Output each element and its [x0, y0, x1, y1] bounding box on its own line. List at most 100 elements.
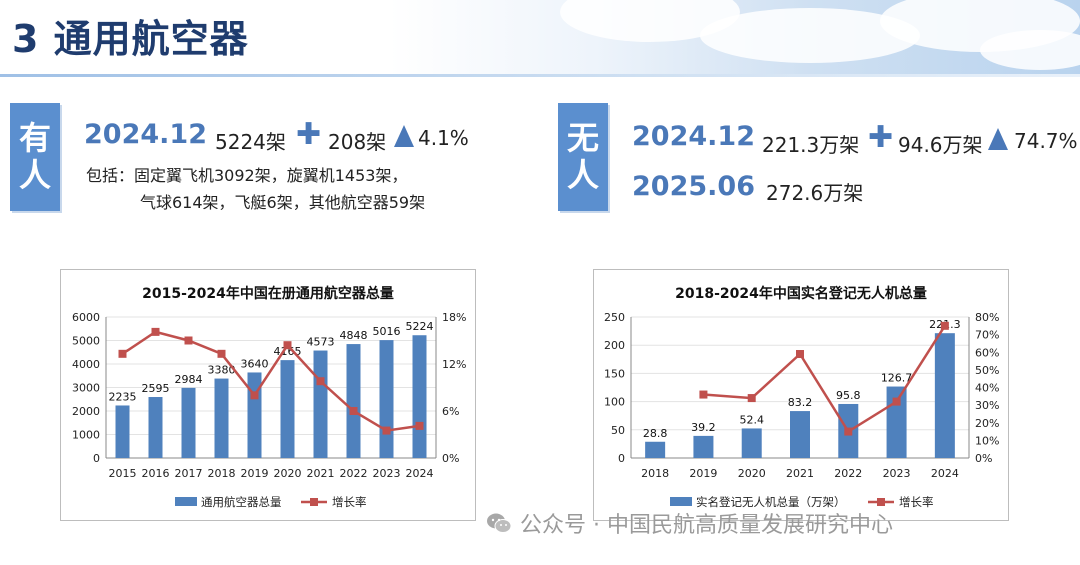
bar	[790, 411, 810, 458]
y-tick-label: 200	[604, 339, 625, 352]
growth-point	[217, 349, 226, 358]
y2-tick-label: 30%	[975, 399, 999, 412]
cloud-decoration	[980, 30, 1080, 70]
bar-data-label: 52.4	[739, 413, 764, 426]
unmanned-tag-char: 人	[566, 156, 599, 194]
y-tick-label: 0	[618, 452, 625, 465]
growth-point	[844, 427, 853, 436]
legend-label: 增长率	[332, 495, 367, 509]
bar-data-label: 83.2	[788, 396, 813, 409]
growth-point	[796, 350, 804, 359]
legend-label: 增长率	[899, 495, 934, 509]
watermark: 公众号 · 中国民航高质量发展研究中心	[486, 507, 893, 539]
y-tick-label: 6000	[72, 311, 100, 324]
plus-icon: ✚	[296, 117, 322, 152]
y2-tick-label: 70%	[975, 329, 999, 342]
chart-general-aviation: 2015-2024年中国在册通用航空器总量 0 1000 2000 3000 4000 5…	[60, 269, 476, 521]
manned-breakdown-line1: 包括：固定翼飞机3092架，旋翼机1453架，	[86, 166, 408, 185]
manned-tag-char: 人	[18, 156, 51, 194]
growth-point	[699, 390, 708, 399]
y2-tick-label: 10%	[975, 434, 999, 447]
bar-data-label: 5224	[406, 320, 434, 333]
growth-point	[940, 321, 949, 330]
manned-increase: 208架	[328, 130, 387, 154]
chart-svg: 0 1000 2000 3000 4000 5000 6000 0% 6% 12% 18% 2235 2…	[72, 311, 466, 509]
y-tick-label: 100	[604, 396, 625, 409]
chart-title: 2018-2024年中国实名登记无人机总量	[675, 286, 927, 302]
bar	[645, 441, 666, 458]
x-tick-label: 2018	[208, 467, 236, 480]
x-tick-label: 2021	[307, 467, 335, 480]
legend-swatch-marker	[310, 498, 318, 506]
unmanned-total: 221.3万架	[762, 133, 860, 157]
x-tick-label: 2021	[786, 467, 814, 480]
y2-tick-label: 60%	[975, 346, 999, 359]
x-tick-label: 2022	[340, 467, 368, 480]
x-tick-label: 2023	[373, 467, 401, 480]
x-tick-label: 2015	[109, 467, 137, 480]
manned-date: 2024.12	[84, 119, 207, 150]
growth-point	[747, 394, 756, 403]
up-triangle-icon	[988, 128, 1008, 150]
manned-breakdown-line2: 气球614架，飞艇6架，其他航空器59架	[140, 193, 426, 212]
legend-swatch-bar	[175, 497, 197, 506]
header-divider	[0, 74, 1080, 77]
chart-svg: 0 50 100 150 200 250 0% 10% 20% 30% 40% 50% 60% 70% 80…	[604, 311, 999, 509]
y2-tick-label: 18%	[442, 311, 466, 324]
bar-data-label: 28.8	[643, 427, 668, 440]
growth-point	[283, 341, 292, 350]
unmanned-date-2: 2025.06	[632, 171, 755, 202]
bar	[412, 335, 427, 458]
plus-icon: ✚	[868, 120, 894, 155]
x-tick-label: 2020	[738, 467, 766, 480]
growth-point	[415, 421, 424, 430]
y-tick-label: 2000	[72, 405, 100, 418]
wechat-icon	[487, 513, 512, 533]
bar	[148, 397, 163, 458]
bar-data-label: 126.7	[881, 372, 913, 385]
y2-tick-label: 50%	[975, 364, 999, 377]
bar	[379, 340, 394, 458]
bar-data-label: 4848	[340, 329, 368, 342]
y2-tick-label: 0%	[442, 452, 459, 465]
growth-point	[892, 397, 901, 406]
y-tick-label: 0	[93, 452, 100, 465]
unmanned-date: 2024.12	[632, 121, 755, 152]
x-tick-label: 2024	[931, 467, 959, 480]
x-tick-label: 2019	[241, 467, 269, 480]
bar-data-label: 2984	[175, 373, 203, 386]
chart-title: 2015-2024年中国在册通用航空器总量	[142, 286, 394, 302]
bar	[214, 378, 229, 458]
y-tick-label: 150	[604, 367, 625, 380]
y-tick-label: 3000	[72, 382, 100, 395]
watermark-text: 公众号 · 中国民航高质量发展研究中心	[520, 513, 893, 538]
y2-tick-label: 20%	[975, 417, 999, 430]
bar	[693, 435, 714, 458]
bar	[346, 344, 361, 458]
bar-data-label: 2595	[142, 382, 170, 395]
growth-line	[703, 325, 946, 434]
y2-tick-label: 0%	[975, 452, 992, 465]
x-tick-label: 2024	[406, 467, 434, 480]
y-tick-label: 250	[604, 311, 625, 324]
bar-data-label: 2235	[109, 390, 137, 403]
legend-label: 实名登记无人机总量（万架）	[696, 495, 846, 509]
x-tick-label: 2022	[834, 467, 862, 480]
manned-tag: 有 人	[10, 103, 60, 211]
growth-point	[151, 327, 160, 336]
x-tick-label: 2017	[175, 467, 203, 480]
bar-data-label: 39.2	[691, 421, 716, 434]
bar	[741, 428, 762, 458]
y-tick-label: 50	[611, 424, 625, 437]
unmanned-tag-char: 无	[566, 119, 599, 158]
unmanned-growth: 74.7%	[1014, 129, 1078, 153]
y-tick-label: 4000	[72, 358, 100, 371]
x-tick-label: 2023	[883, 467, 911, 480]
legend-swatch-bar	[670, 497, 692, 506]
y2-tick-label: 6%	[442, 405, 459, 418]
up-triangle-icon	[394, 125, 414, 147]
growth-point	[184, 336, 193, 345]
bar	[280, 360, 295, 458]
bar	[115, 405, 130, 458]
chart-drones: 2018-2024年中国实名登记无人机总量 0 50 100 150 200 250 0% 1…	[593, 269, 1009, 521]
